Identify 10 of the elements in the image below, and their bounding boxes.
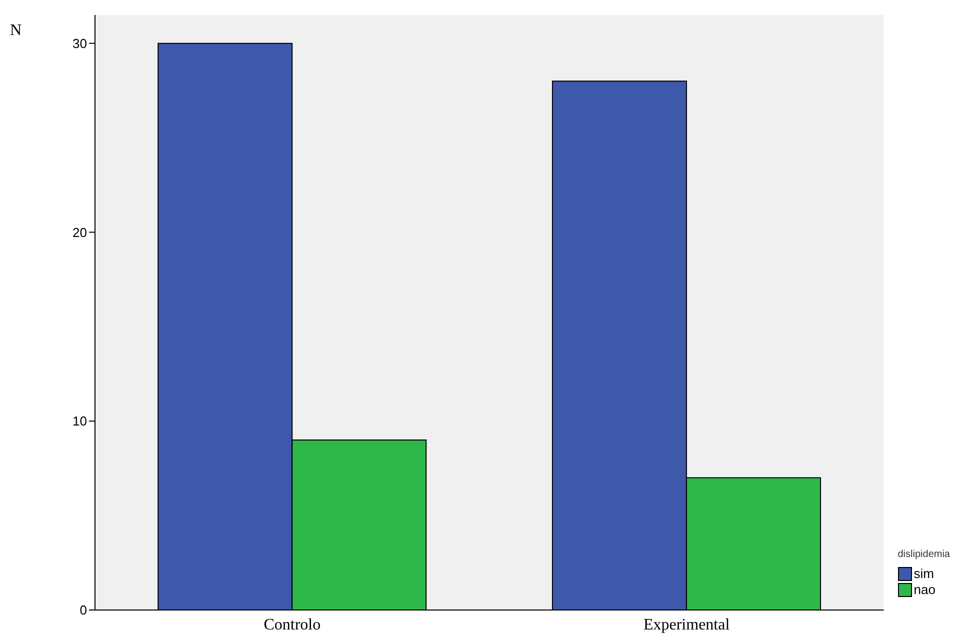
legend-label: sim [914,566,934,582]
y-tick-label: 30 [72,36,87,51]
legend-title: dislipidemia [898,549,950,560]
y-axis-title: N [10,22,22,40]
y-tick-label: 20 [72,224,87,240]
x-tick-label: Controlo [264,616,321,634]
x-tick-label: Experimental [643,616,730,634]
y-tick-label: 10 [72,414,87,429]
y-tick-label: 0 [80,602,87,618]
legend-label: nao [914,582,936,598]
